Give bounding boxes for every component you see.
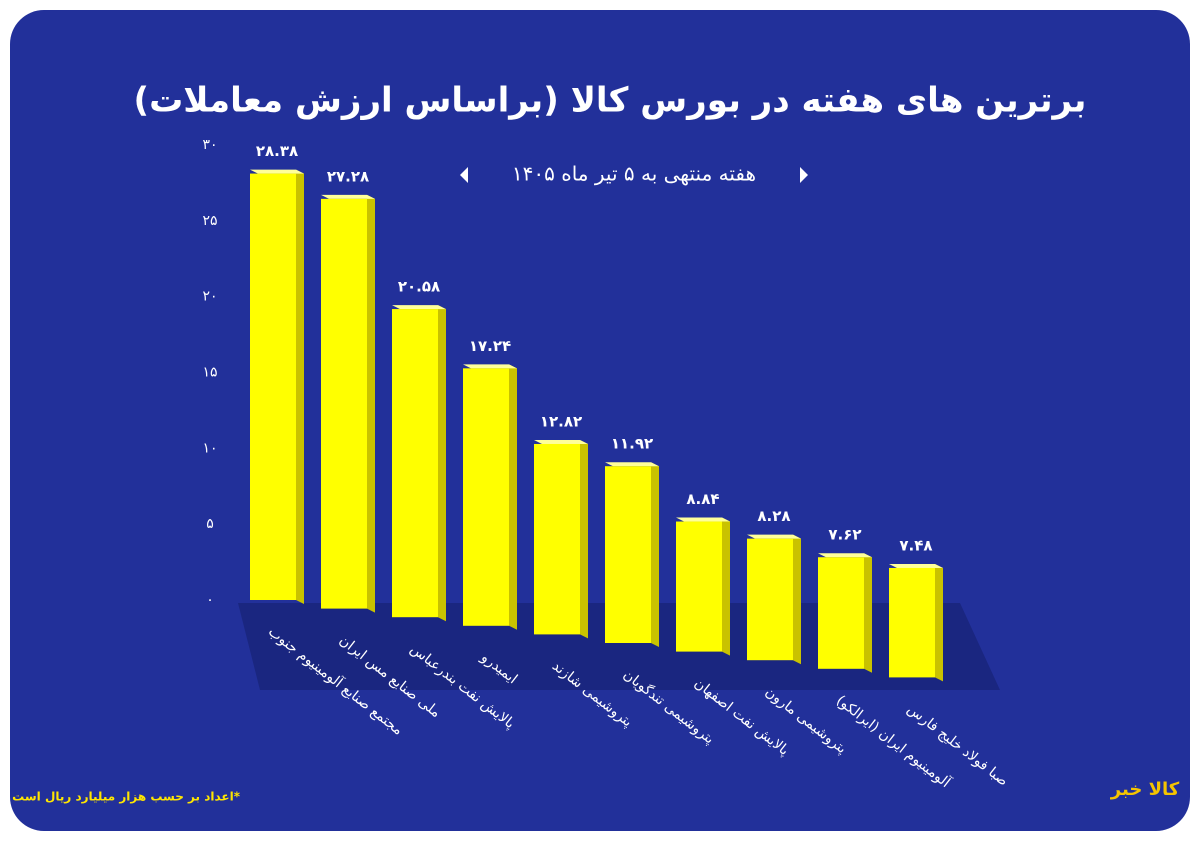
value-label: ۸.۸۴ — [686, 490, 719, 508]
bar-top — [747, 534, 801, 539]
bar-top — [321, 194, 375, 199]
bar — [534, 443, 580, 635]
bar-top — [250, 169, 304, 174]
bar — [818, 557, 864, 669]
bar-side — [580, 439, 588, 639]
bar-side — [935, 563, 943, 682]
bar-side — [793, 534, 801, 665]
bar-top — [818, 553, 872, 558]
logo: کالا خبر — [1110, 779, 1180, 800]
value-label: ۸.۲۸ — [757, 507, 790, 525]
bar-side — [509, 364, 517, 630]
bar-side — [864, 553, 872, 673]
bar — [747, 538, 793, 661]
bar-side — [722, 517, 730, 656]
bar-side — [438, 305, 446, 622]
bar-side — [367, 194, 375, 613]
decoration — [460, 167, 468, 183]
bar — [889, 567, 935, 678]
bar-side — [296, 169, 304, 604]
bar-top — [889, 563, 943, 568]
bar — [463, 368, 509, 626]
bar-top — [605, 462, 659, 467]
bar — [321, 198, 367, 609]
value-label: ۱۷.۲۴ — [469, 337, 511, 355]
value-label: ۲۷.۲۸ — [327, 167, 369, 185]
bar-top — [534, 439, 588, 444]
value-label: ۲۸.۳۸ — [256, 142, 298, 160]
y-tick-label: ۱۰ — [202, 440, 217, 456]
subtitle: هفته منتهی به ۵ تیر ماه ۱۴۰۵ — [512, 162, 756, 186]
y-tick-label: ۳۰ — [202, 137, 217, 153]
floor — [238, 603, 1000, 690]
value-label: ۱۲.۸۲ — [540, 412, 582, 430]
y-tick-label: ۱۵ — [202, 365, 217, 381]
bar — [676, 521, 722, 652]
bar — [250, 173, 296, 600]
value-label: ۷.۶۲ — [828, 526, 861, 544]
bar-top — [676, 517, 730, 522]
footnote: *اعداد بر حسب هزار میلیارد ریال است — [12, 790, 241, 804]
chart-title: برترین های هفته در بورس کالا (براساس ارز… — [134, 81, 1087, 121]
bar-top — [463, 364, 517, 369]
y-tick-label: ۲۵ — [202, 213, 217, 229]
y-tick-label: ۲۰ — [202, 289, 217, 305]
value-label: ۷.۴۸ — [899, 536, 932, 554]
decoration — [800, 167, 808, 183]
bar — [392, 309, 438, 618]
y-tick-label: ۰ — [206, 592, 214, 608]
bar — [605, 466, 651, 643]
y-tick-label: ۵ — [206, 516, 214, 532]
bar-side — [651, 462, 659, 647]
bar-top — [392, 305, 446, 310]
value-label: ۱۱.۹۲ — [611, 435, 653, 453]
value-label: ۲۰.۵۸ — [398, 278, 440, 296]
